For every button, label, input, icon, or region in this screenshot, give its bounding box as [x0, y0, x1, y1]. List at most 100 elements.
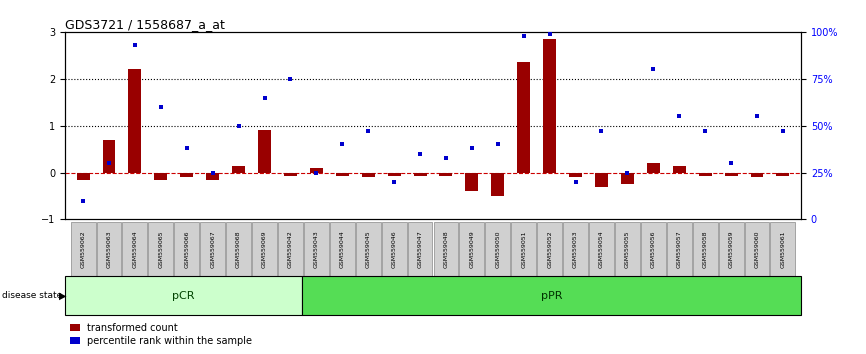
Text: pCR: pCR — [172, 291, 195, 301]
Text: GSM559045: GSM559045 — [365, 230, 371, 268]
Text: GDS3721 / 1558687_a_at: GDS3721 / 1558687_a_at — [65, 18, 225, 31]
FancyBboxPatch shape — [278, 222, 303, 276]
Point — [595, 129, 609, 134]
FancyBboxPatch shape — [148, 222, 173, 276]
Bar — [465, 172, 478, 191]
Point — [232, 123, 246, 129]
Text: GSM559055: GSM559055 — [625, 230, 630, 268]
Bar — [517, 62, 530, 172]
Point — [776, 129, 790, 134]
Text: GSM559060: GSM559060 — [754, 230, 759, 268]
FancyBboxPatch shape — [460, 222, 484, 276]
Point — [413, 151, 427, 156]
Text: GSM559066: GSM559066 — [184, 230, 190, 268]
FancyBboxPatch shape — [226, 222, 251, 276]
Bar — [491, 172, 504, 196]
Point — [309, 170, 323, 175]
Bar — [128, 69, 141, 172]
Point — [646, 67, 660, 72]
Text: GSM559053: GSM559053 — [573, 230, 578, 268]
FancyBboxPatch shape — [745, 222, 769, 276]
Bar — [543, 39, 556, 172]
Text: GSM559043: GSM559043 — [313, 230, 319, 268]
Bar — [388, 172, 401, 176]
Point — [672, 113, 686, 119]
Text: pPR: pPR — [540, 291, 562, 301]
Text: GSM559064: GSM559064 — [132, 230, 138, 268]
Bar — [673, 166, 686, 172]
Bar — [569, 172, 582, 177]
Bar — [699, 172, 712, 176]
FancyBboxPatch shape — [382, 222, 406, 276]
Point — [750, 113, 764, 119]
Bar — [777, 172, 790, 176]
Point — [543, 31, 557, 36]
Text: GSM559063: GSM559063 — [107, 230, 112, 268]
Bar — [284, 172, 297, 176]
Text: GSM559047: GSM559047 — [417, 230, 423, 268]
Point — [335, 142, 349, 147]
Text: GSM559067: GSM559067 — [210, 230, 215, 268]
Point — [257, 95, 271, 101]
Point — [698, 129, 712, 134]
Text: GSM559069: GSM559069 — [262, 230, 267, 268]
FancyBboxPatch shape — [356, 222, 381, 276]
Point — [206, 170, 220, 175]
Point — [361, 129, 375, 134]
Bar — [102, 140, 115, 172]
FancyBboxPatch shape — [252, 222, 277, 276]
Text: disease state: disease state — [2, 291, 62, 300]
Text: GSM559042: GSM559042 — [288, 230, 293, 268]
FancyBboxPatch shape — [485, 222, 510, 276]
Point — [517, 33, 531, 39]
Bar — [154, 172, 167, 179]
Point — [180, 145, 194, 151]
Text: GSM559046: GSM559046 — [391, 230, 397, 268]
FancyBboxPatch shape — [589, 222, 614, 276]
Text: GSM559051: GSM559051 — [521, 230, 527, 268]
Text: GSM559044: GSM559044 — [339, 230, 345, 268]
Bar — [206, 172, 219, 179]
FancyBboxPatch shape — [97, 222, 121, 276]
FancyBboxPatch shape — [304, 222, 329, 276]
Bar — [301, 276, 801, 315]
Point — [569, 179, 583, 185]
Bar — [414, 172, 427, 176]
FancyBboxPatch shape — [563, 222, 588, 276]
Point — [724, 160, 738, 166]
Bar — [647, 163, 660, 172]
Bar — [725, 172, 738, 176]
Point — [465, 145, 479, 151]
FancyBboxPatch shape — [200, 222, 225, 276]
Text: GSM559057: GSM559057 — [676, 230, 682, 268]
FancyBboxPatch shape — [771, 222, 795, 276]
Bar — [439, 172, 452, 176]
Text: ▶: ▶ — [59, 291, 67, 301]
Bar — [76, 172, 89, 179]
Point — [491, 142, 505, 147]
Point — [76, 198, 90, 204]
Bar — [180, 172, 193, 177]
Text: GSM559050: GSM559050 — [495, 230, 501, 268]
Text: GSM559056: GSM559056 — [651, 230, 656, 268]
Bar — [336, 172, 349, 176]
Bar — [751, 172, 764, 177]
Text: GSM559059: GSM559059 — [728, 230, 734, 268]
FancyBboxPatch shape — [174, 222, 199, 276]
Text: GSM559061: GSM559061 — [780, 230, 785, 268]
Text: GSM559062: GSM559062 — [81, 230, 86, 268]
Bar — [65, 276, 301, 315]
Text: GSM559058: GSM559058 — [702, 230, 708, 268]
Point — [154, 104, 168, 110]
FancyBboxPatch shape — [667, 222, 692, 276]
FancyBboxPatch shape — [511, 222, 536, 276]
Text: GSM559054: GSM559054 — [599, 230, 604, 268]
FancyBboxPatch shape — [719, 222, 744, 276]
Point — [128, 42, 142, 48]
Text: GSM559068: GSM559068 — [236, 230, 241, 268]
Point — [102, 160, 116, 166]
FancyBboxPatch shape — [615, 222, 640, 276]
Bar — [258, 130, 271, 172]
Point — [387, 179, 401, 185]
Bar — [310, 168, 323, 172]
